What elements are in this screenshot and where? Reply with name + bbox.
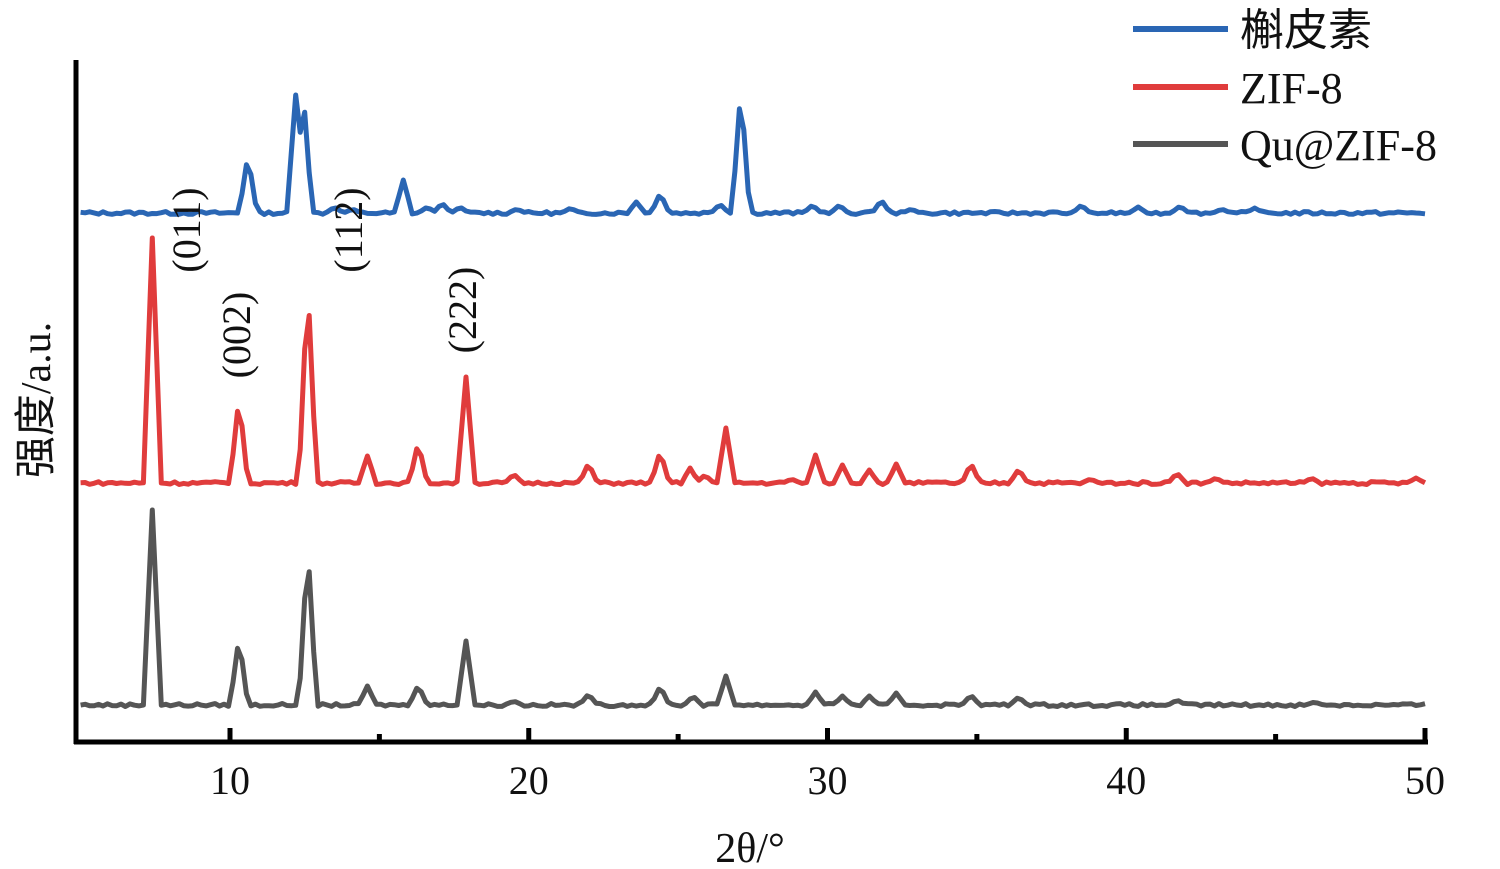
x-tick-label: 40 [1106, 758, 1146, 803]
x-tick-label: 10 [210, 758, 250, 803]
peak-annotation: (011) [164, 187, 209, 272]
peak-annotation: (112) [326, 187, 371, 272]
y-axis-title: 强度/a.u. [14, 322, 60, 478]
series-line-1 [80, 235, 1427, 487]
x-tick-label: 30 [808, 758, 848, 803]
legend-label: ZIF-8 [1240, 64, 1343, 113]
legend-label: 槲皮素 [1240, 6, 1372, 55]
series-line-0 [80, 92, 1426, 217]
x-tick-label: 20 [509, 758, 549, 803]
x-tick-label: 50 [1405, 758, 1445, 803]
peak-annotation: (002) [214, 292, 259, 379]
series-line-2 [80, 507, 1426, 709]
x-axis-title: 2θ/° [715, 826, 785, 869]
peak-annotation: (222) [440, 267, 485, 354]
legend-label: Qu@ZIF-8 [1240, 121, 1437, 170]
